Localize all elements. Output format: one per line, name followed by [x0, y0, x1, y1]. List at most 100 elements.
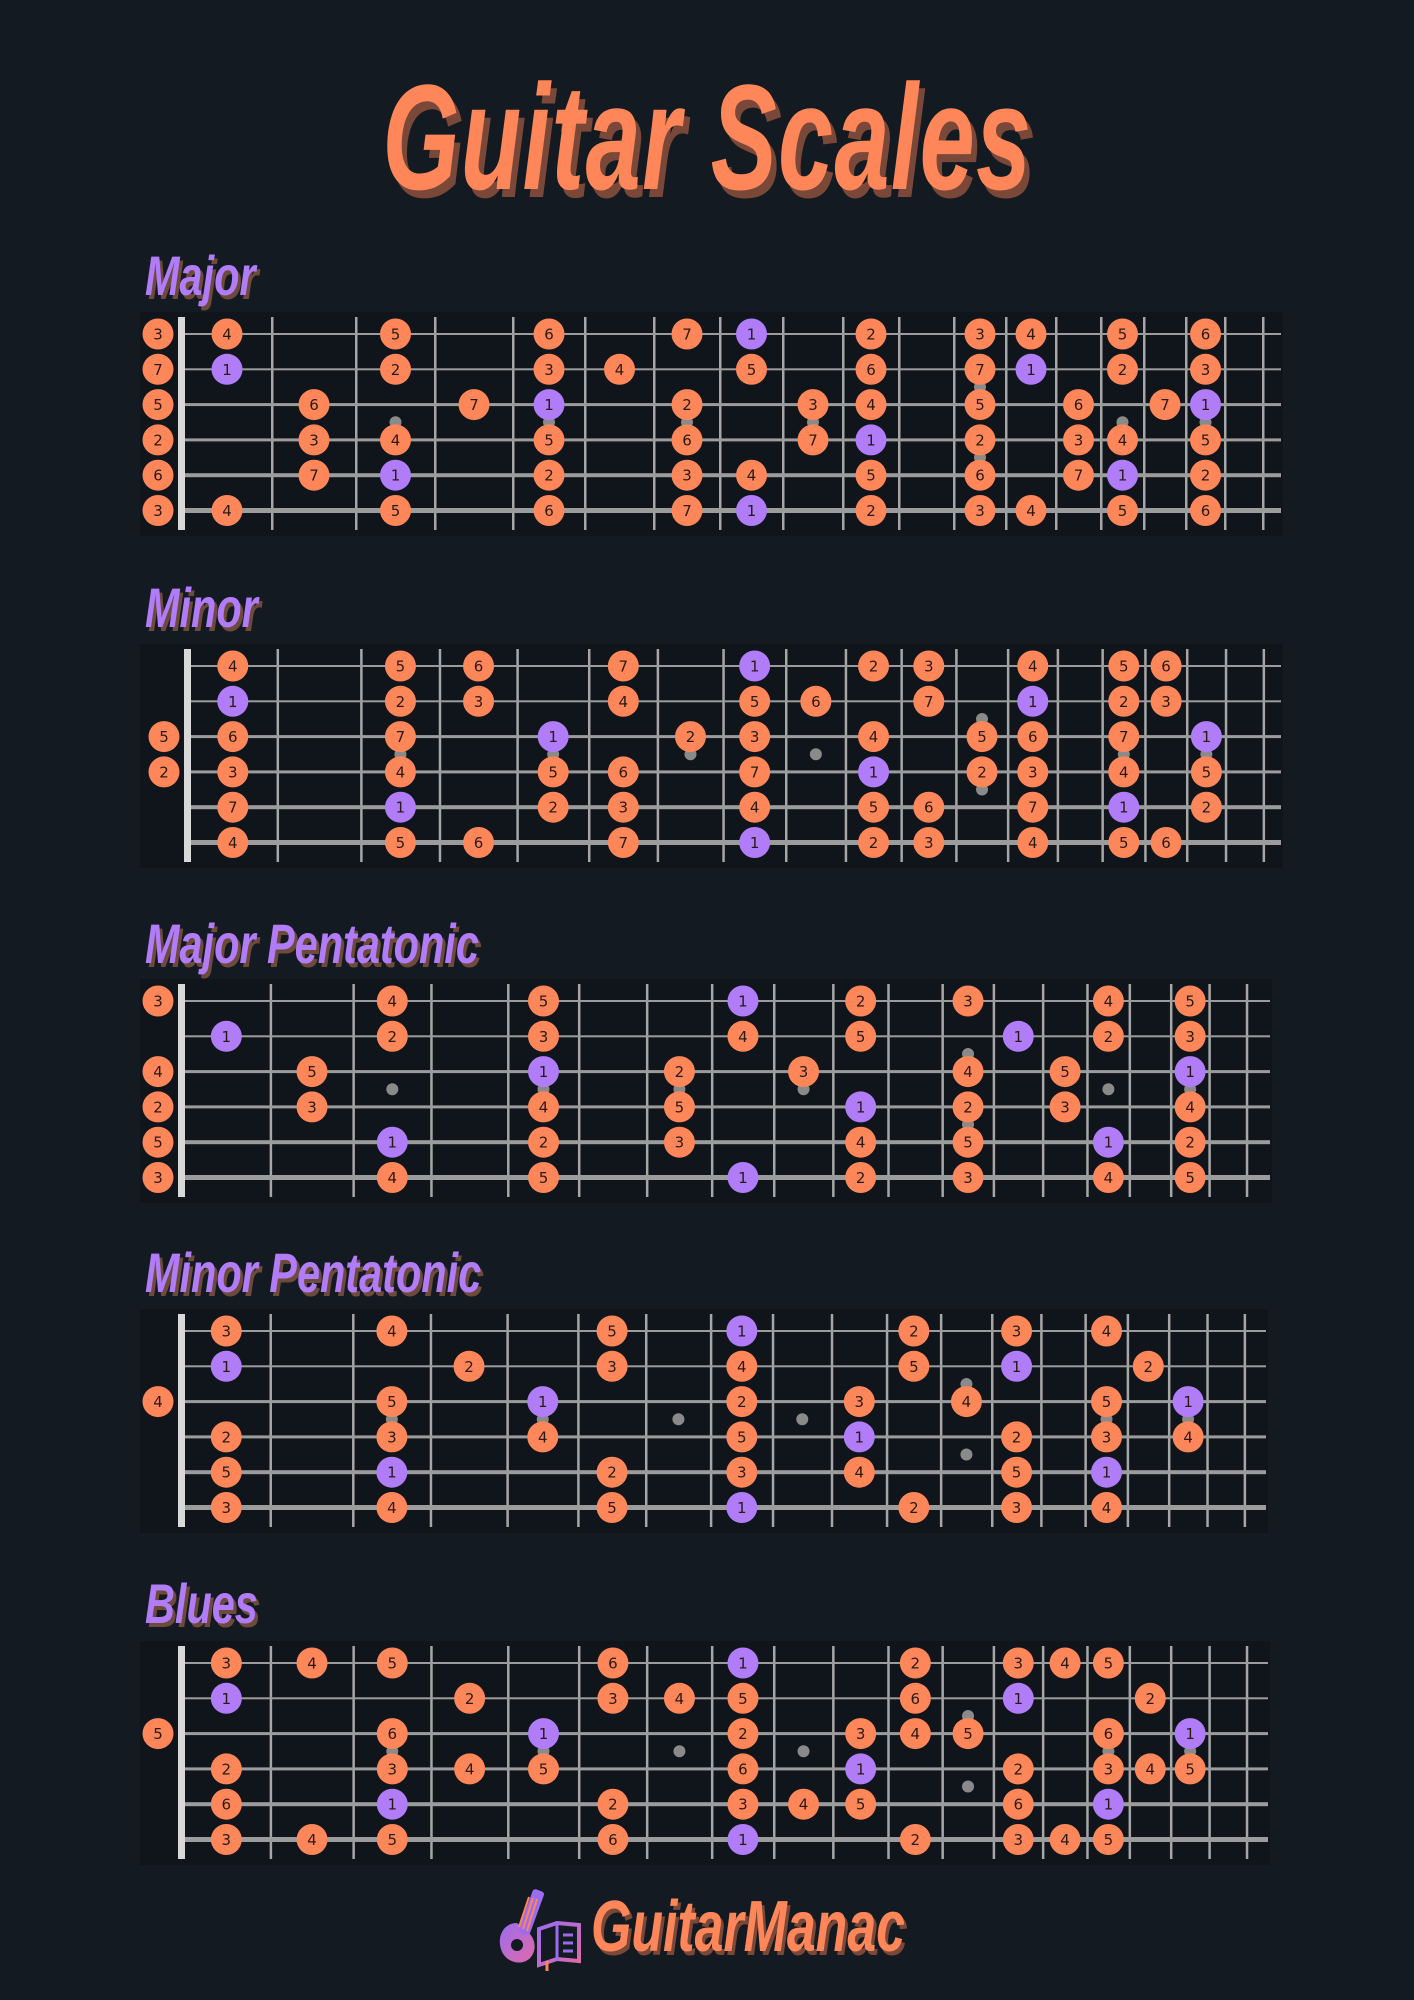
note-circle	[210, 1824, 242, 1855]
note-circle	[597, 1824, 629, 1855]
scale-note-marker: 4	[142, 1386, 174, 1418]
scale-note-marker: 5	[739, 685, 771, 717]
note-circle	[950, 1386, 982, 1418]
note-degree-label: 1	[737, 1323, 747, 1341]
fret-line	[844, 649, 848, 862]
scale-note-marker: 5	[964, 389, 996, 421]
note-circle	[736, 459, 767, 491]
note-degree-label: 1	[391, 467, 401, 485]
note-degree-label: 1	[856, 1760, 866, 1778]
note-circle	[527, 1386, 559, 1418]
scale-note-marker: 2	[1132, 1350, 1164, 1382]
scale-note-marker: 2	[964, 424, 996, 456]
note-circle	[663, 1091, 695, 1123]
note-circle	[376, 1315, 408, 1347]
note-degree-label: 3	[544, 361, 554, 379]
note-circle	[952, 1162, 984, 1193]
scale-note-marker: 2	[376, 1020, 408, 1052]
note-circle	[1017, 685, 1049, 717]
root-note-marker: 1	[210, 1020, 242, 1052]
note-circle	[858, 827, 890, 858]
note-circle	[1108, 791, 1140, 823]
scale-note-marker: 3	[596, 1350, 628, 1382]
note-degree-label: 1	[222, 1690, 232, 1708]
note-circle	[1091, 1421, 1123, 1453]
scale-note-marker: 2	[674, 721, 706, 753]
note-circle	[376, 1647, 408, 1679]
note-circle	[898, 1315, 930, 1347]
note-degree-label: 2	[911, 1831, 921, 1849]
note-degree-label: 6	[1201, 502, 1211, 520]
note-circle	[217, 721, 249, 753]
note-degree-label: 2	[909, 1499, 919, 1517]
note-circle	[1001, 1315, 1033, 1347]
fretboard-major: 3 4 5 6 7 1 2 3 4 5 6 7 1 2 3 4 5 6 7 1 2 3 5 6 7 1 2 3 4 5 6 7 1 2 3 4 5 6 7 1…	[0, 312, 1414, 542]
scale-note-marker: 5	[596, 1492, 628, 1523]
note-degree-label: 4	[866, 396, 876, 414]
scale-note-marker: 2	[1001, 1421, 1033, 1453]
scale-note-marker: 2	[1190, 459, 1221, 491]
note-circle	[1001, 1456, 1033, 1488]
note-circle	[845, 1091, 877, 1123]
scale-note-marker: 2	[453, 1350, 485, 1382]
note-degree-label: 6	[608, 1831, 618, 1849]
note-circle	[527, 1056, 559, 1088]
scale-note-marker: 2	[671, 389, 703, 421]
note-circle	[899, 1824, 931, 1855]
note-circle	[607, 685, 639, 717]
note-circle	[376, 1824, 408, 1855]
fret-line	[656, 649, 660, 862]
root-note-marker: 1	[210, 1350, 242, 1382]
note-circle	[726, 1421, 758, 1453]
note-degree-label: 2	[1144, 1358, 1154, 1376]
note-degree-label: 5	[750, 693, 760, 711]
note-circle	[296, 1091, 328, 1123]
note-circle	[533, 353, 565, 385]
scale-note-marker: 6	[727, 1753, 759, 1785]
note-circle	[376, 1753, 408, 1785]
string-line	[188, 735, 1281, 739]
note-circle	[210, 1788, 242, 1820]
scale-note-marker: 4	[855, 389, 887, 421]
note-circle	[1092, 1718, 1124, 1750]
root-note-marker: 1	[845, 1091, 877, 1123]
note-degree-label: 1	[747, 502, 757, 520]
note-degree-label: 2	[1118, 361, 1128, 379]
scale-note-marker: 2	[1002, 1753, 1034, 1785]
note-circle	[1002, 1647, 1034, 1679]
note-circle	[1015, 495, 1047, 526]
fret-line	[772, 1646, 776, 1859]
root-note-marker: 1	[1174, 1056, 1206, 1088]
note-degree-label: 5	[1119, 834, 1129, 852]
note-degree-label: 3	[924, 834, 934, 852]
note-circle	[142, 389, 174, 421]
note-circle	[1107, 424, 1138, 456]
fret-line	[1128, 984, 1132, 1197]
note-circle	[913, 791, 945, 823]
note-circle	[142, 1091, 174, 1123]
fret-line	[719, 317, 722, 530]
scale-note-marker: 6	[1002, 1788, 1034, 1820]
note-circle	[671, 424, 703, 456]
string-line	[182, 1140, 1270, 1145]
note-circle	[663, 1126, 695, 1158]
note-degree-label: 4	[750, 799, 760, 817]
note-circle	[855, 353, 887, 385]
note-degree-label: 4	[1104, 1169, 1114, 1187]
note-circle	[1049, 1091, 1081, 1123]
note-circle	[217, 827, 249, 858]
note-circle	[726, 1350, 758, 1382]
scale-note-marker: 5	[537, 756, 569, 788]
note-degree-label: 2	[548, 799, 558, 817]
note-circle	[1108, 685, 1140, 717]
scale-note-marker: 5	[533, 424, 565, 456]
fret-line	[1084, 1314, 1087, 1527]
scale-note-marker: 2	[142, 424, 174, 456]
note-circle	[1063, 459, 1094, 491]
fret-line	[1243, 1314, 1247, 1527]
note-circle	[845, 1126, 877, 1158]
note-degree-label: 6	[1028, 728, 1038, 746]
scale-note-marker: 2	[898, 1492, 930, 1523]
note-degree-label: 5	[1102, 1393, 1112, 1411]
note-circle	[142, 495, 174, 526]
